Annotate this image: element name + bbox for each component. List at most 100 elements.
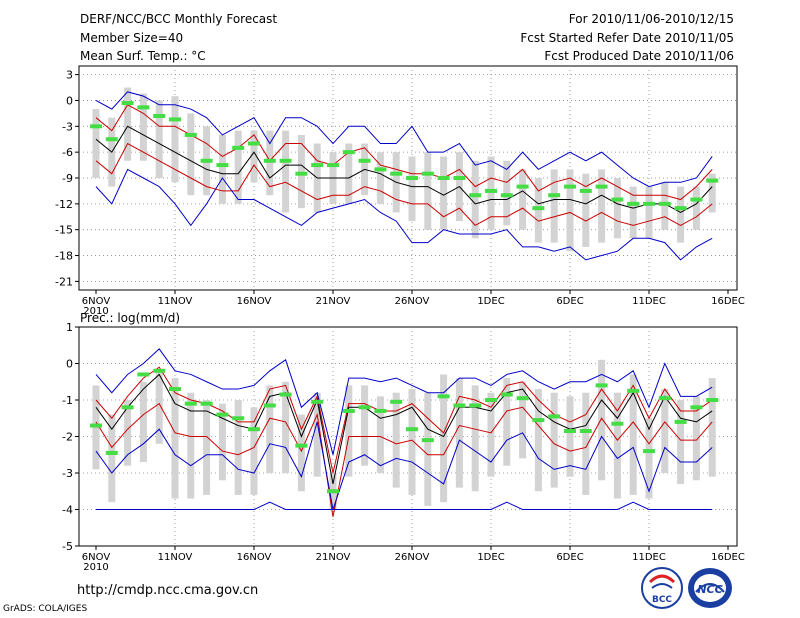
- panel-0-observed-mark: [437, 176, 450, 180]
- variable-label: Mean Surf. Temp.: °C: [80, 49, 206, 63]
- panel-1-spread-box: [139, 381, 147, 463]
- panel-0-observed-mark: [658, 201, 671, 206]
- panel-1-observed-mark: [105, 450, 118, 455]
- fcst-started-date: Fcst Started Refer Date 2010/11/05: [520, 31, 734, 45]
- panel-1-observed-mark: [342, 408, 355, 413]
- panel-1-xtick-label: 11NOV: [158, 552, 193, 563]
- panel-1-spread-box: [392, 392, 400, 488]
- panel-0-observed-mark: [611, 197, 624, 202]
- panel-0-observed-mark: [232, 145, 245, 150]
- panel-1-spread-box: [266, 385, 274, 473]
- panel-1-observed-mark: [216, 412, 229, 417]
- panel-0-observed-mark: [311, 163, 324, 168]
- panel-0-spread-box: [503, 160, 511, 226]
- panel-1-xtick-label: 21NOV: [316, 552, 351, 563]
- panel-0-spread-box: [92, 109, 100, 178]
- panel-0-observed-mark: [248, 141, 260, 146]
- panel-1-observed-mark: [263, 403, 276, 408]
- panel-1-spread-box: [645, 418, 653, 499]
- panel-1-observed-mark: [421, 438, 434, 443]
- panel-0-observed-mark: [216, 163, 229, 168]
- ncc-logo-text: NCC: [697, 583, 722, 596]
- panel-1-spread-box: [155, 370, 163, 444]
- panel-0-ytick-label: 0: [66, 94, 73, 107]
- panel-0-ytick-label: -6: [62, 146, 73, 159]
- panel-0-upper-line: [95, 104, 713, 201]
- fcst-produced-date: Fcst Produced Date 2010/11/06: [544, 49, 734, 63]
- panel-0-spread-box: [692, 186, 700, 230]
- panel-1-spread-box: [534, 389, 542, 492]
- panel-0-observed-mark: [453, 176, 466, 180]
- panel-1-ytick-label: -2: [62, 431, 73, 444]
- panel-1-observed-mark: [390, 399, 403, 404]
- panel-1-ytick-label: -1: [62, 394, 73, 407]
- panel-0-observed-mark: [137, 105, 150, 110]
- panel-1-observed-mark: [327, 489, 339, 494]
- panel-1-spread-box: [171, 378, 179, 499]
- panel-1-spread-box: [708, 378, 716, 477]
- panel-1-year-label: 2010: [83, 562, 108, 573]
- panel-0-spread-box: [139, 93, 147, 161]
- panel-0-spread-box: [171, 96, 179, 183]
- panel-0-ytick-label: -9: [62, 172, 73, 185]
- panel-0-observed-mark: [374, 167, 387, 172]
- bcc-logo: BCC: [641, 567, 683, 609]
- panel-0-xtick-label: 21NOV: [316, 296, 351, 307]
- panel-0-spread-box: [471, 160, 479, 239]
- panel-1-spread-box: [124, 400, 132, 466]
- panel-0-spread-box: [487, 156, 495, 230]
- panel-1-xtick-label: 1DEC: [477, 552, 504, 563]
- panel-1-spread-box: [203, 400, 211, 495]
- panel-1-observed-mark: [579, 429, 592, 434]
- panel-0-ytick-label: -18: [55, 250, 73, 263]
- panel-1-xtick-label: 6DEC: [556, 552, 583, 563]
- panel-0-xtick-label: 26NOV: [395, 296, 430, 307]
- panel-1-observed-mark: [437, 394, 450, 399]
- forecast-period: For 2010/11/06-2010/12/15: [568, 12, 734, 26]
- panel-0-xtick-label: 11DEC: [632, 296, 666, 307]
- panel-0-spread-box: [661, 182, 669, 230]
- panel-1-spread-box: [613, 392, 621, 499]
- panel-1-observed-mark: [406, 427, 418, 432]
- panel-0-spread-box: [187, 113, 195, 196]
- panel-0-ytick-label: -21: [55, 275, 73, 288]
- panel-1-spread-box: [471, 385, 479, 492]
- panel-0-xtick-label: 6DEC: [556, 296, 583, 307]
- panel-1-observed-mark: [548, 414, 561, 419]
- panel-0-observed-mark: [595, 184, 608, 189]
- panel-1-observed-mark: [500, 392, 513, 397]
- panel-1-spread-box: [487, 392, 495, 477]
- panel-1-observed-mark: [137, 372, 150, 377]
- member-size: Member Size=40: [80, 31, 184, 45]
- panel-0-spread-box: [645, 186, 653, 239]
- panel-0-observed-mark: [500, 193, 513, 198]
- panel-1-observed-mark: [611, 421, 624, 426]
- panel-1-spread-box: [582, 392, 590, 495]
- panel-1-ytick-label: -5: [62, 540, 73, 553]
- panel-1-spread-box: [345, 385, 353, 477]
- source-url[interactable]: http://cmdp.ncc.cma.gov.cn: [77, 583, 259, 598]
- panel-0-observed-mark: [548, 193, 561, 198]
- panel-1-min-floor-line: [96, 501, 713, 510]
- panel-1-xtick-label: 11DEC: [632, 552, 666, 563]
- panel-1-spread-box: [408, 389, 416, 495]
- panel-0-ytick-label: -3: [62, 120, 73, 133]
- panel-0-observed-mark: [532, 206, 545, 211]
- panel-0-mean-line: [95, 125, 713, 214]
- panel-1-xtick-label: 16NOV: [237, 552, 272, 563]
- panel-0-spread-box: [708, 173, 716, 213]
- panel-0-observed-mark: [327, 163, 339, 168]
- panel-1-lower-line: [95, 402, 713, 517]
- panel-1-observed-mark: [485, 398, 497, 402]
- panel-0-xtick-label: 16DEC: [711, 296, 745, 307]
- panel-0-spread-box: [440, 156, 448, 230]
- panel-0-ytick-label: 3: [66, 69, 73, 82]
- panel-0-observed-mark: [169, 117, 181, 122]
- panel-1-ytick-label: -4: [62, 504, 73, 517]
- panel-0-observed-mark: [406, 176, 418, 180]
- panel-0-max-line: [95, 91, 713, 188]
- panel-1-spread-box: [297, 414, 305, 492]
- panel-0-observed-mark: [105, 137, 118, 142]
- panel-0-min-line: [95, 168, 713, 261]
- panel-0-spread-box: [124, 87, 132, 161]
